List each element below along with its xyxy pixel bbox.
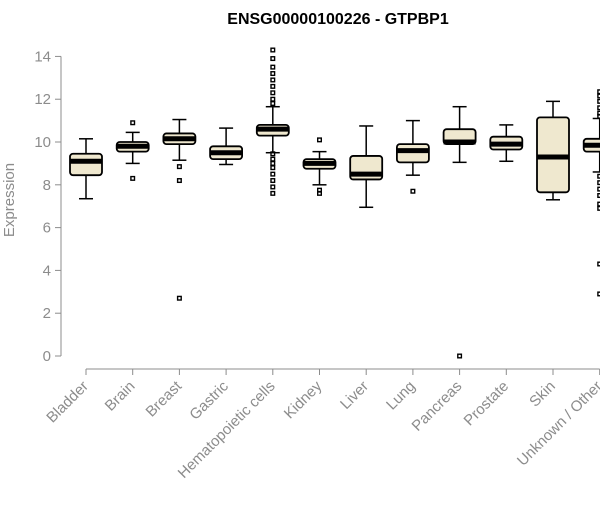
outlier-point [317,137,323,143]
x-tick-label: Kidney [281,377,326,422]
y-axis: 0 2 4 6 8 10 12 14 [34,48,62,365]
outlier-point [270,77,276,83]
y-tick-label: 8 [43,177,51,194]
box-group [69,138,103,200]
outlier-point [270,90,276,96]
outlier-point [270,47,276,53]
outlier-point [130,120,136,126]
outlier-point [270,165,276,171]
y-tick-label: 6 [43,220,51,237]
outlier-point [270,56,276,62]
box-group [162,118,197,301]
outlier-point [270,190,276,196]
box-group [489,124,524,163]
box-group [536,100,570,201]
outlier-point [176,178,182,184]
box-group [349,125,384,209]
box-group [115,120,150,181]
outlier-point [270,156,276,162]
outlier-point [270,100,276,106]
iqr-box [69,152,103,177]
box-group [255,47,290,196]
x-tick-label: Skin [526,378,559,411]
outlier-point [130,175,136,181]
x-tick-label: Lung [383,378,419,414]
outlier-point [270,160,276,166]
box-group [209,127,244,166]
x-tick-label: Breast [143,377,186,420]
outlier-point [270,64,276,70]
outlier-point [270,96,276,102]
x-tick-label: Liver [337,378,372,413]
x-tick-label: Brain [102,378,139,415]
x-tick-label: Prostate [461,378,513,430]
outlier-point [410,188,416,194]
y-tick-label: 4 [43,262,51,279]
chart-title: ENSG00000100226 - GTPBP1 [227,11,449,28]
y-tick-label: 10 [34,134,51,151]
outlier-point [270,83,276,89]
outlier-point [176,164,182,170]
y-tick-label: 0 [43,348,51,365]
outlier-point [270,71,276,77]
outlier-point [270,178,276,184]
outlier-point [270,151,276,157]
y-tick-label: 12 [34,91,51,108]
box-group [302,137,337,196]
box-group [395,119,430,194]
outlier-point [270,171,276,177]
outlier-point [317,187,323,193]
box-series [69,47,600,359]
y-tick-label: 14 [34,48,51,65]
outlier-point [457,353,463,359]
x-tick-label: Pancreas [409,378,466,435]
x-tick-label: Gastric [186,377,232,423]
box-group [582,89,600,297]
y-tick-label: 2 [43,305,51,322]
outlier-point [270,184,276,190]
outlier-point [176,295,182,301]
x-tick-label: Bladder [43,378,92,427]
box-group [442,105,477,359]
iqr-box [395,143,430,164]
y-axis-title: Expression [1,163,18,237]
